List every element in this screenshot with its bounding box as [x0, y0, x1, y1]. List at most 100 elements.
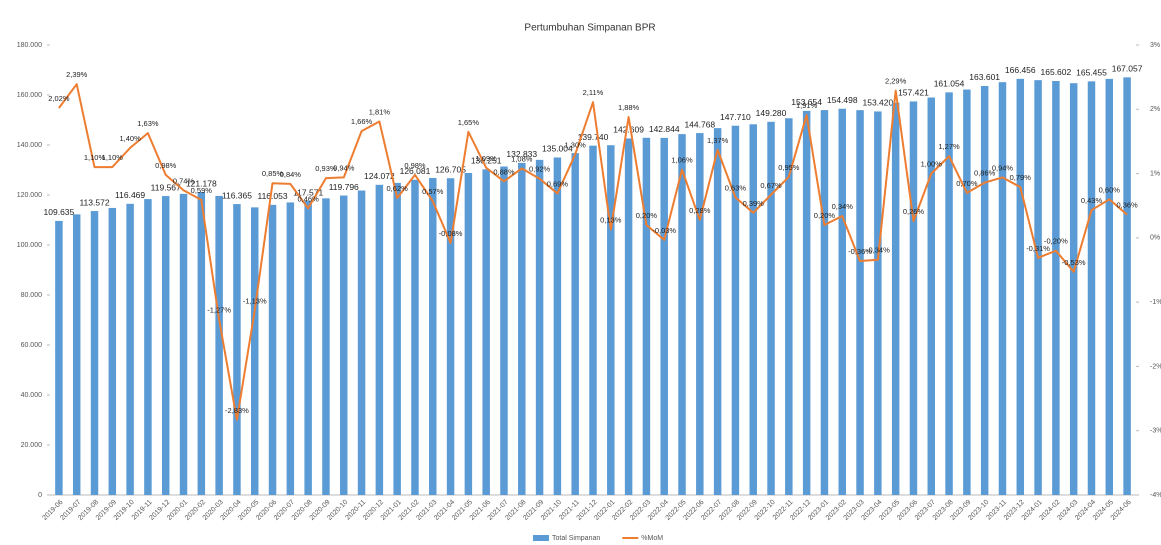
line-value-label: 0,94%	[333, 163, 355, 172]
bar-value-label: 117.571	[293, 187, 323, 197]
line-value-label: 1,06%	[671, 156, 693, 165]
y2-tick-label: -3%	[1150, 428, 1161, 435]
bar	[144, 199, 152, 495]
chart-title: Pertumbuhan Simpanan BPR	[524, 23, 655, 34]
y2-tick-label: 0%	[1150, 235, 1160, 242]
line-value-label: 0,94%	[992, 163, 1014, 172]
bar	[446, 178, 455, 496]
bar	[375, 184, 384, 495]
bar-value-label: 124.072	[364, 171, 395, 181]
bar-value-label: 153.420	[862, 98, 893, 108]
line-value-label: 0,43%	[1081, 196, 1103, 205]
bar	[998, 82, 1007, 495]
y-tick-label: 100.000	[17, 242, 42, 249]
line-value-label: 0,69%	[547, 179, 569, 188]
line-value-label: 1,10%	[102, 153, 124, 162]
line-value-label: -0,20%	[1044, 237, 1068, 246]
bar	[90, 211, 99, 495]
bar-value-label: 149.280	[756, 108, 787, 118]
line-value-label: 0,79%	[1010, 173, 1032, 182]
bar-value-label: 147.710	[720, 112, 751, 122]
bar	[1087, 81, 1096, 496]
legend-swatch	[533, 535, 549, 541]
line-value-label: 1,40%	[119, 134, 141, 143]
bar	[945, 92, 953, 496]
bar-value-label: 165.602	[1041, 67, 1072, 77]
bar-value-label: 135.004	[542, 144, 573, 154]
bar	[749, 124, 757, 495]
bar	[393, 182, 401, 495]
bar	[72, 214, 81, 496]
bar	[464, 173, 473, 495]
bar	[161, 196, 170, 495]
line-value-label: 0,98%	[404, 161, 426, 170]
bar	[838, 108, 846, 495]
y2-tick-label: -4%	[1150, 492, 1161, 499]
bar	[891, 102, 900, 495]
bar	[802, 110, 811, 496]
bar	[820, 110, 829, 495]
y2-tick-label: -1%	[1150, 299, 1161, 306]
bar	[357, 190, 366, 495]
line-value-label: 0,20%	[814, 211, 836, 220]
legend-label: %MoM	[641, 535, 663, 542]
line-value-label: 1,08%	[511, 154, 533, 163]
line-value-label: 2,02%	[48, 94, 70, 103]
bar	[874, 111, 882, 495]
line-value-label: -0,36%	[848, 247, 872, 256]
line-value-label: 1,88%	[618, 103, 640, 112]
y-tick-label: 140.000	[17, 142, 42, 149]
line-value-label: 0,13%	[600, 215, 622, 224]
line-value-label: -0,34%	[866, 246, 890, 255]
line-value-label: 2,39%	[66, 70, 88, 79]
bar	[108, 207, 117, 495]
y2-tick-label: 2%	[1150, 106, 1160, 113]
y-tick-label: 0	[38, 492, 42, 499]
bar	[1016, 78, 1025, 496]
line-value-label: 0,86%	[974, 169, 996, 178]
bar	[179, 193, 188, 495]
y-tick-label: 120.000	[17, 192, 42, 199]
line-value-label: -0,03%	[652, 226, 676, 235]
bar	[304, 201, 312, 495]
bar-value-label: 142.609	[613, 125, 644, 135]
y-tick-label: 40.000	[21, 392, 43, 399]
bar	[268, 204, 277, 495]
bar	[731, 125, 740, 495]
bar-value-label: 121.178	[186, 178, 217, 188]
line-value-label: 0,95%	[778, 163, 800, 172]
y-tick-label: 180.000	[17, 42, 42, 49]
bar	[856, 110, 864, 496]
bar	[571, 153, 579, 496]
line-value-label: -0,53%	[1062, 258, 1086, 267]
bar	[340, 195, 348, 495]
line-value-label: 0,70%	[956, 179, 978, 188]
bar	[607, 145, 615, 495]
bar-value-label: 157.421	[898, 88, 929, 98]
bar	[678, 134, 686, 496]
line-value-label: -1,13%	[243, 296, 267, 305]
bar	[286, 202, 295, 495]
line-value-label: -0,08%	[439, 229, 463, 238]
line-value-label: 0,74%	[173, 176, 195, 185]
bar	[1052, 80, 1060, 496]
line	[58, 83, 1128, 421]
bar	[660, 137, 668, 495]
line-value-label: 0,46%	[298, 194, 320, 203]
line-value-label: 1,63%	[137, 119, 159, 128]
y-tick-label: 60.000	[21, 342, 43, 349]
line-value-label: 2,11%	[583, 88, 604, 97]
bar	[909, 101, 918, 495]
y2-tick-label: 1%	[1150, 170, 1160, 177]
line-value-label: 1,30%	[565, 140, 587, 149]
line-value-label: 1,37%	[707, 136, 729, 145]
bar-value-label: 167.057	[1112, 64, 1143, 74]
line-value-label: 1,81%	[369, 107, 391, 116]
bar-value-label: 113.572	[79, 197, 109, 207]
bar-value-label: 153.654	[791, 97, 822, 107]
line-value-label: 1,10%	[84, 153, 106, 162]
bar-value-label: 109.635	[44, 207, 75, 217]
bar-value-label: 163.601	[969, 72, 1000, 82]
bar-value-label: 119.796	[329, 182, 359, 192]
